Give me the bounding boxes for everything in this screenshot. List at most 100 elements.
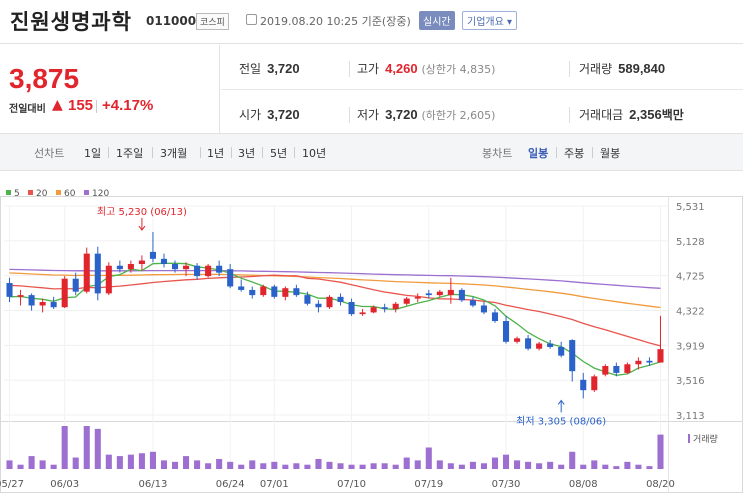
upper-limit: (상한가 4,835) <box>421 63 496 76</box>
volume-bar <box>160 460 168 469</box>
candle-body <box>227 269 234 287</box>
amount-unit: 백만 <box>661 108 684 122</box>
period-1d[interactable]: 1일 <box>84 147 102 160</box>
chart-toolbar: 선차트 1일 1주일 3개월 1년 3년 5년 10년 봉차트 일봉 주봉 월봉 <box>0 133 743 171</box>
candle-body <box>436 291 443 296</box>
realtime-button[interactable]: 실시간 <box>419 11 455 30</box>
volume-bar <box>525 461 532 469</box>
candle-body <box>414 296 421 299</box>
divider <box>96 100 97 113</box>
candle-body <box>613 365 620 373</box>
volume-bar <box>348 464 355 469</box>
volume-bar <box>337 463 344 469</box>
period-1y[interactable]: 1년 <box>207 147 225 160</box>
volume-bar <box>447 463 454 469</box>
market-badge: 코스피 <box>196 13 229 30</box>
candle-body <box>50 302 57 308</box>
volume-value: 589,840 <box>618 61 666 76</box>
volume-bar <box>183 456 190 469</box>
volume-bar <box>94 428 101 469</box>
y-tick-label: 3,516 <box>676 376 705 387</box>
candle-body <box>337 296 344 303</box>
period-3m[interactable]: 3개월 <box>160 147 188 160</box>
open-label: 시가 <box>239 108 262 122</box>
divider <box>349 107 350 123</box>
volume-bar <box>83 426 90 469</box>
candle-body <box>425 293 432 296</box>
candle-body <box>6 283 13 297</box>
x-tick-label: 06/03 <box>50 479 79 490</box>
candle-body <box>271 286 278 297</box>
volume-bar <box>116 456 123 469</box>
period-10y[interactable]: 10년 <box>302 147 327 160</box>
period-3y[interactable]: 3년 <box>238 147 256 160</box>
amount-value: 2,356 <box>629 107 662 122</box>
candle-body <box>61 278 68 308</box>
legend-label: 60 <box>64 189 76 199</box>
divider <box>231 147 232 158</box>
volume-bar <box>28 456 35 469</box>
volume-bar <box>425 447 432 469</box>
divider <box>200 147 201 158</box>
y-tick-label: 4,725 <box>676 272 705 283</box>
open-price: 시가 3,720 <box>239 106 300 123</box>
x-tick-label: 07/19 <box>414 479 443 490</box>
low-label: 저가 <box>357 108 380 122</box>
legend-label: 120 <box>92 189 109 199</box>
volume-bar <box>558 464 565 469</box>
prev-close: 전일 3,720 <box>239 60 300 77</box>
lower-limit: (하한가 2,605) <box>421 109 496 122</box>
candle-daily[interactable]: 일봉 <box>528 147 549 160</box>
diff-percent: +4.17% <box>102 97 154 114</box>
stock-name: 진원생명과학 <box>10 10 132 34</box>
legend-swatch <box>84 190 89 195</box>
candle-monthly[interactable]: 월봉 <box>600 147 621 160</box>
company-overview-button[interactable]: 기업개요 ▾ <box>462 11 517 30</box>
candle-body <box>525 338 532 349</box>
volume-bar <box>271 461 278 469</box>
volume-bar <box>315 458 322 469</box>
candle-body <box>127 263 134 270</box>
legend-label: 5 <box>14 189 20 199</box>
volume-bar <box>238 464 245 469</box>
candle-body <box>105 265 112 294</box>
volume-bar <box>216 458 223 469</box>
candle-body <box>657 349 664 363</box>
max-arrow-icon <box>138 225 146 231</box>
volume-bar <box>469 461 476 469</box>
candle-body <box>183 265 190 270</box>
y-tick-label: 3,919 <box>676 341 705 352</box>
divider <box>221 89 743 90</box>
volume-bar <box>326 461 333 469</box>
volume-bar <box>580 464 587 469</box>
stock-code: 011000 <box>146 14 197 28</box>
volume-bar <box>547 461 554 469</box>
candle-weekly[interactable]: 주봉 <box>564 147 585 160</box>
candle-body <box>392 303 399 309</box>
candle-body <box>293 288 300 296</box>
diff-value: 155 <box>68 97 94 114</box>
prev-close-label: 전일 <box>239 62 262 76</box>
period-5y[interactable]: 5년 <box>270 147 288 160</box>
volume-bar <box>227 461 234 469</box>
volume-bar <box>591 460 598 469</box>
candle-body <box>502 321 510 342</box>
candle-body <box>28 295 35 306</box>
max-annotation: 최고 5,230 (06/13) <box>97 206 187 218</box>
y-tick-label: 4,322 <box>676 307 705 318</box>
volume-bar <box>205 463 212 469</box>
prev-close-value: 3,720 <box>267 61 300 76</box>
period-1w[interactable]: 1주일 <box>116 147 144 160</box>
quote-info: 전일 3,720 고가 4,260 (상한가 4,835) 거래량 589,840 시… <box>221 45 743 133</box>
x-tick-label: 06/24 <box>216 479 245 490</box>
divider <box>108 147 109 158</box>
candle-body <box>304 295 311 304</box>
divider <box>556 147 557 158</box>
volume-bar <box>502 454 510 469</box>
candle-body <box>514 338 521 342</box>
candle-body <box>403 298 410 304</box>
volume-bar <box>138 453 145 469</box>
divider <box>152 147 153 158</box>
volume-bar <box>293 463 300 469</box>
volume-bar <box>249 460 256 469</box>
